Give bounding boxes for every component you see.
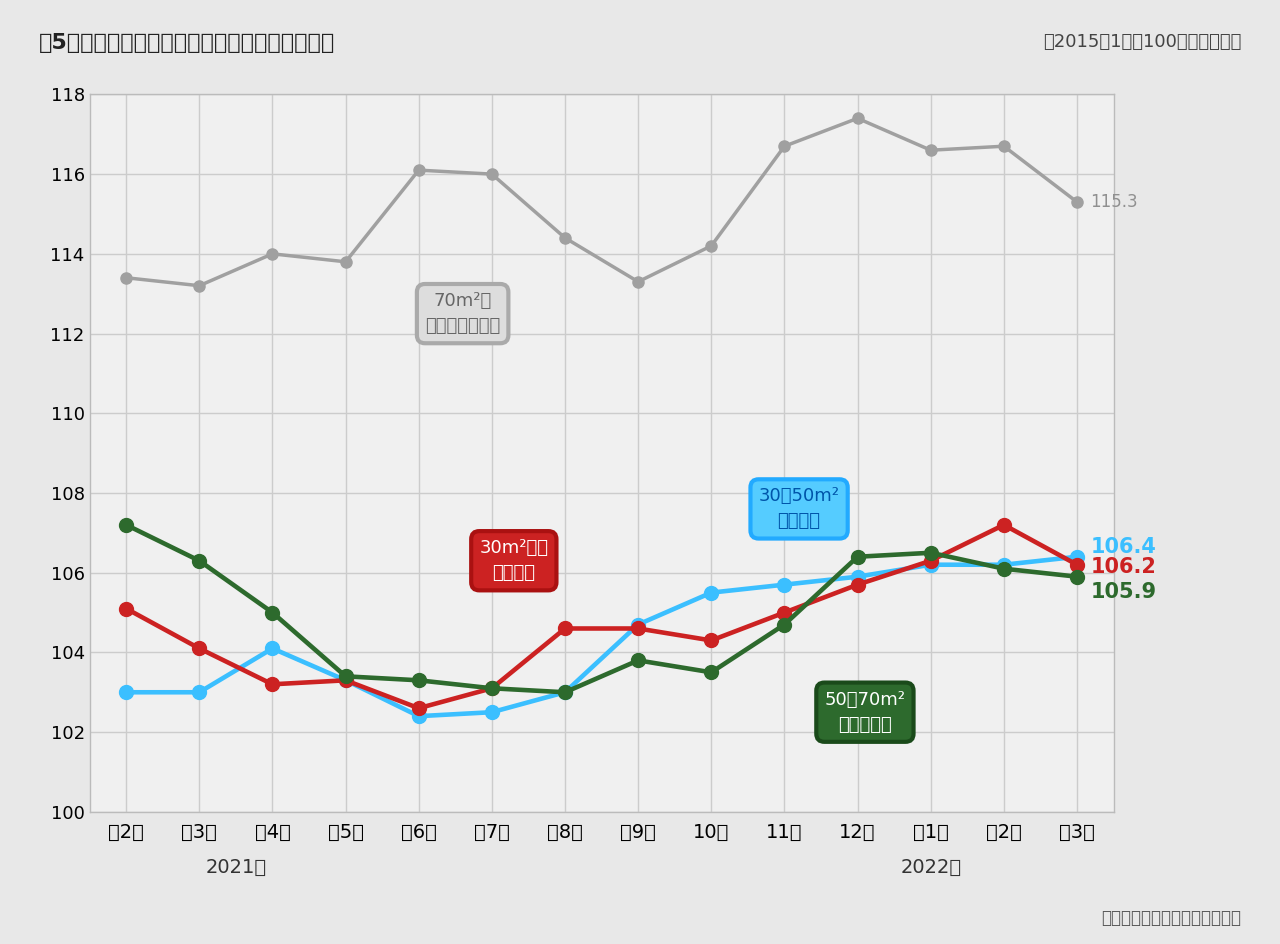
Text: 30m²以下
シングル: 30m²以下 シングル — [479, 539, 548, 582]
Text: 50～70m²
ファミリー: 50～70m² ファミリー — [824, 691, 905, 733]
Text: 106.4: 106.4 — [1091, 537, 1156, 557]
Text: 2021年: 2021年 — [205, 858, 266, 877]
Text: 115.3: 115.3 — [1091, 193, 1138, 211]
Text: 30～50m²
カップル: 30～50m² カップル — [759, 487, 840, 531]
Text: 105.9: 105.9 — [1091, 582, 1156, 602]
Text: 囵5：【千葉県】マンション平均家賌指数の推移: 囵5：【千葉県】マンション平均家賌指数の推移 — [38, 33, 334, 53]
Text: 70m²超
大型ファミリー: 70m²超 大型ファミリー — [425, 292, 500, 335]
Text: （2015年1月＝100としたもの）: （2015年1月＝100としたもの） — [1043, 33, 1242, 51]
Text: 106.2: 106.2 — [1091, 557, 1156, 577]
Text: 2022年: 2022年 — [900, 858, 961, 877]
Text: 出典：（株）アットホーム調べ: 出典：（株）アットホーム調べ — [1102, 909, 1242, 927]
